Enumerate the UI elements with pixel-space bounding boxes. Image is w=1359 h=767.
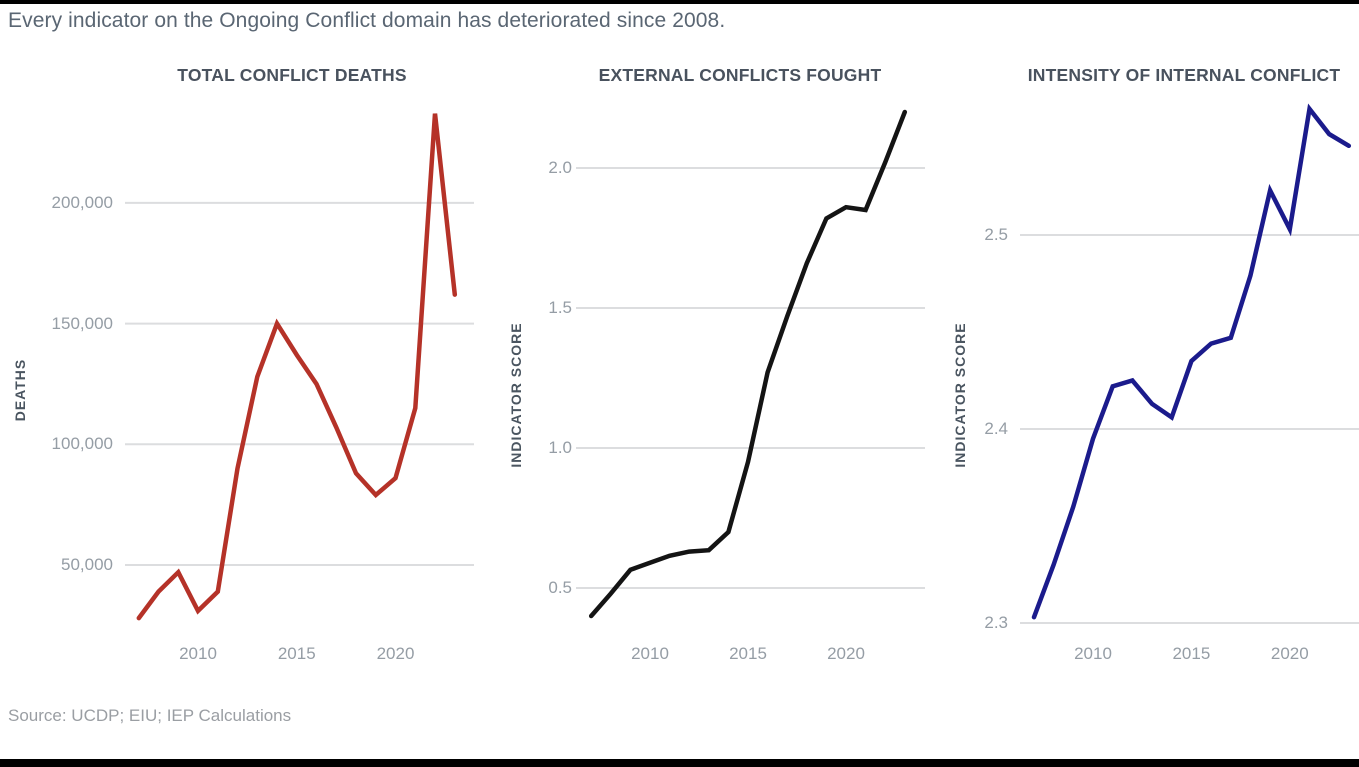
y-tick-label: 2.5 (984, 225, 1008, 244)
series-line (136, 113, 458, 621)
y-tick-label: 50,000 (61, 555, 113, 574)
y-tick-label: 2.4 (984, 419, 1008, 438)
series-line (1031, 103, 1352, 620)
chart-title: TOTAL CONFLICT DEATHS (177, 65, 407, 85)
bottom-border-bar (0, 759, 1359, 767)
y-tick-label: 1.5 (548, 298, 572, 317)
plot-area (125, 113, 474, 621)
x-tick-label: 2010 (179, 644, 217, 663)
chart-external-conflicts-fought: EXTERNAL CONFLICTS FOUGHT INDICATOR SCOR… (490, 60, 930, 684)
x-tick-label: 2020 (1270, 644, 1309, 663)
y-tick-label: 2.0 (548, 158, 572, 177)
chart-title: EXTERNAL CONFLICTS FOUGHT (598, 65, 882, 85)
series-line (588, 109, 908, 619)
x-tick-label: 2015 (277, 644, 316, 663)
x-tick-label: 2020 (827, 644, 865, 663)
chart-title: INTENSITY OF INTERNAL CONFLICT (1027, 65, 1341, 85)
x-tick-label: 2010 (1074, 644, 1112, 663)
y-tick-label: 150,000 (51, 313, 113, 333)
x-tick-label: 2015 (1172, 644, 1211, 663)
top-border-bar (0, 0, 1359, 4)
y-tick-label: 200,000 (51, 192, 113, 212)
figure-subtitle: Every indicator on the Ongoing Conflict … (8, 9, 726, 32)
x-tick-label: 2010 (631, 644, 669, 663)
chart-intensity-of-internal-conflict: INTENSITY OF INTERNAL CONFLICT INDICATOR… (930, 60, 1359, 684)
plot-area (1020, 103, 1359, 624)
source-note: Source: UCDP; EIU; IEP Calculations (8, 706, 292, 725)
plot-area (576, 109, 925, 619)
y-tick-label: 2.3 (984, 613, 1008, 632)
x-tick-label: 2015 (729, 644, 767, 663)
y-tick-label: 0.5 (548, 578, 572, 597)
y-tick-label: 100,000 (51, 434, 113, 454)
x-tick-label: 2020 (376, 644, 415, 663)
chart-total-conflict-deaths: TOTAL CONFLICT DEATHS DEATHS 200,000 150,… (0, 60, 490, 684)
y-tick-label: 1.0 (548, 438, 572, 457)
